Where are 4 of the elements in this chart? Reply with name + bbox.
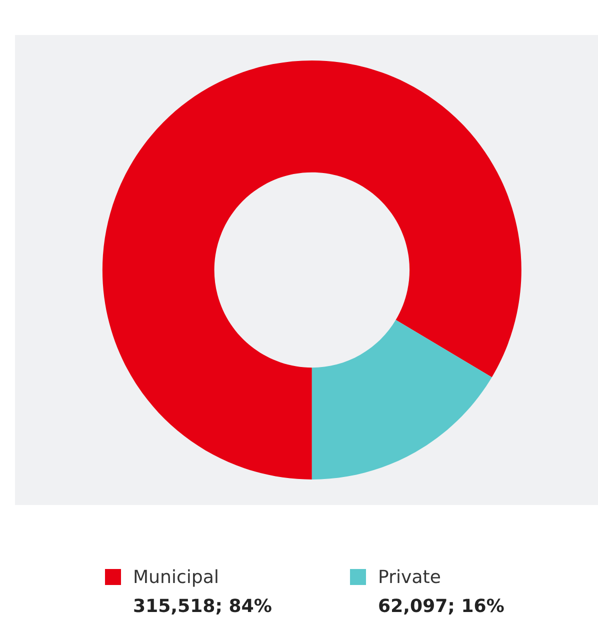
legend-label: Private xyxy=(380,569,440,584)
legend-label: Municipal xyxy=(134,569,218,587)
data-label: 315,518; 84% xyxy=(134,598,272,615)
data-label: 62,097; 16% xyxy=(379,598,504,615)
